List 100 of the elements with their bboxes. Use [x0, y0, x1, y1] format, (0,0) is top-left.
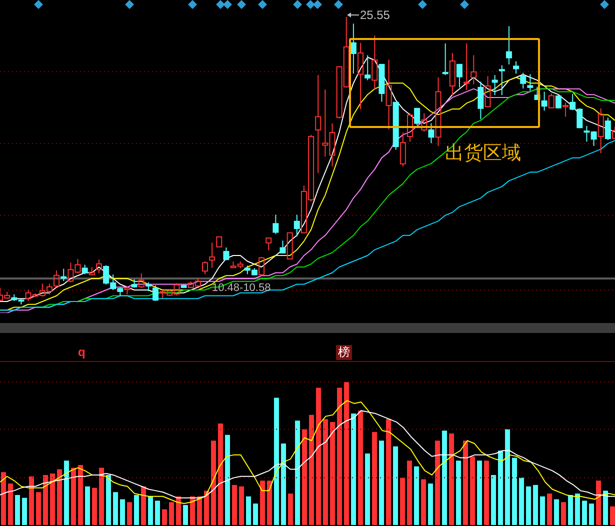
bar — [253, 504, 258, 525]
bar — [302, 429, 307, 525]
bar — [484, 460, 489, 525]
bar — [197, 496, 202, 525]
candlestick — [562, 102, 569, 118]
candlestick — [350, 23, 356, 74]
bar — [162, 509, 167, 525]
bar — [554, 499, 559, 525]
bar — [36, 492, 41, 525]
bar — [239, 486, 244, 525]
bar — [582, 500, 587, 525]
bar — [519, 478, 524, 525]
bar — [232, 484, 237, 525]
bar — [64, 460, 69, 525]
bar — [29, 476, 34, 525]
candlestick — [449, 52, 456, 96]
bar — [309, 414, 314, 525]
bar — [575, 494, 580, 525]
candlestick — [464, 42, 470, 90]
bar — [421, 479, 426, 525]
bar — [148, 496, 153, 525]
bar — [218, 423, 223, 525]
bar — [15, 494, 20, 525]
bar — [470, 456, 475, 525]
bar — [393, 446, 398, 525]
bar — [169, 502, 174, 525]
bar — [57, 469, 62, 525]
bar — [134, 494, 139, 525]
bar — [561, 502, 566, 525]
bar — [428, 484, 433, 525]
text: q — [78, 345, 86, 360]
bar — [400, 478, 405, 525]
bar — [211, 440, 216, 525]
bar — [204, 490, 209, 525]
candlestick — [96, 259, 102, 274]
bar — [435, 440, 440, 525]
bar — [127, 502, 132, 525]
bar — [610, 506, 615, 525]
bar — [267, 480, 272, 525]
bar — [99, 468, 104, 525]
bar — [281, 443, 286, 525]
candlestick — [315, 74, 322, 174]
bar — [533, 484, 538, 525]
candlestick — [209, 242, 216, 268]
bar — [225, 434, 230, 525]
bar — [603, 490, 608, 525]
bar — [176, 496, 181, 525]
bar — [358, 410, 363, 525]
annotation: 10.48-10.58 — [212, 282, 271, 294]
bar — [351, 413, 356, 525]
bar — [449, 433, 454, 525]
candlestick — [478, 81, 484, 120]
candlestick — [358, 42, 364, 110]
bar — [295, 420, 300, 525]
annotation: 25.55 — [360, 8, 390, 22]
bar — [568, 494, 573, 525]
bar — [379, 440, 384, 525]
bar — [407, 460, 412, 525]
bar — [365, 454, 370, 525]
bar — [50, 474, 55, 525]
bar — [22, 498, 27, 525]
bar — [505, 429, 510, 525]
text: 榜 — [336, 345, 352, 360]
bar — [526, 486, 531, 525]
bar — [477, 460, 482, 525]
bar — [190, 496, 195, 525]
bar — [596, 480, 601, 525]
candlestick — [386, 59, 392, 130]
bar — [120, 499, 125, 525]
bar — [414, 466, 419, 525]
bar — [78, 464, 83, 525]
bar — [316, 388, 321, 525]
bar — [344, 382, 349, 525]
bar — [512, 458, 517, 525]
candlestick — [294, 214, 300, 237]
bar — [274, 398, 279, 525]
bar — [43, 474, 48, 525]
bar — [106, 474, 111, 525]
bar — [113, 492, 118, 525]
candlestick — [435, 76, 442, 147]
candlestick — [506, 26, 512, 65]
bar — [85, 486, 90, 525]
bar — [372, 432, 377, 525]
bar — [246, 496, 251, 525]
bar — [463, 440, 468, 525]
bar — [547, 494, 552, 525]
annotation: 出货区域 — [445, 142, 521, 166]
bar — [260, 480, 265, 525]
bar — [386, 419, 391, 525]
bar — [92, 488, 97, 525]
bar — [442, 430, 447, 525]
bar — [330, 422, 335, 525]
bar — [540, 496, 545, 525]
bar — [288, 494, 293, 525]
bar — [456, 460, 461, 525]
bar — [155, 500, 160, 525]
bar — [337, 388, 342, 525]
bar — [183, 504, 188, 525]
bar — [1, 472, 6, 525]
bar — [8, 484, 13, 525]
